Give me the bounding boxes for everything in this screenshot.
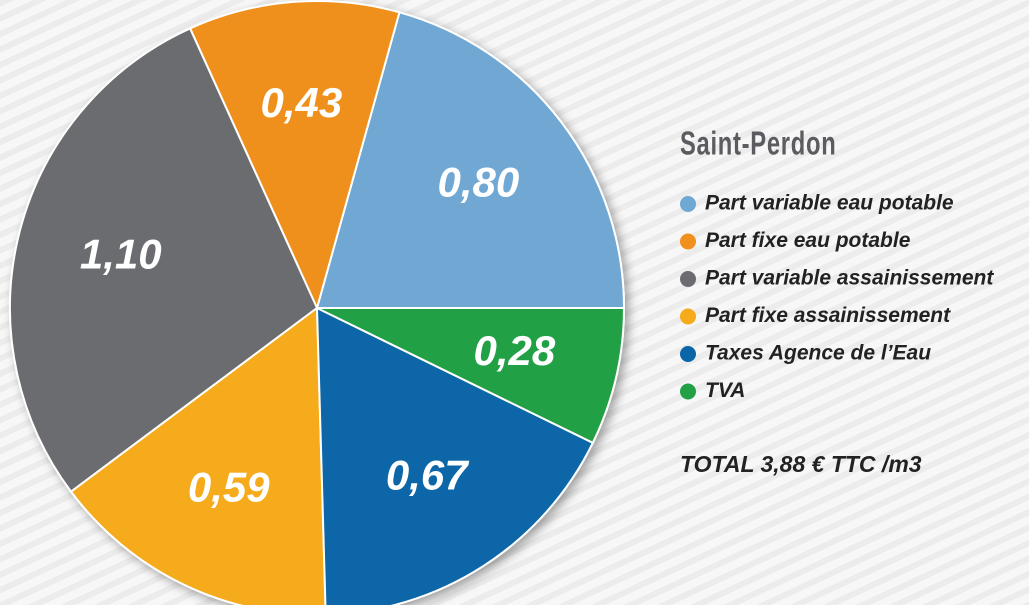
chart-title: Saint-Perdon: [680, 126, 836, 163]
pie-slice: [315, 306, 595, 605]
slice-labels: 0,80 0,43 1,10 0,59 0,67 0,28: [80, 79, 556, 510]
legend-label: Part variable assainissement: [705, 267, 994, 290]
pie-slice: [315, 11, 626, 309]
legend-label: Taxes Agence de l’Eau: [705, 342, 931, 365]
legend-label: Part fixe eau potable: [705, 229, 911, 252]
slice-label: 0,67: [386, 451, 469, 498]
slice-label: 0,59: [188, 463, 270, 510]
legend-swatch: [680, 271, 696, 287]
pie-slice: [188, 0, 401, 311]
legend-label: TVA: [705, 379, 745, 402]
legend-label: Part variable eau potable: [705, 192, 954, 215]
legend-swatch: [680, 233, 696, 250]
pie: [9, 0, 626, 605]
pie-slice: [69, 306, 327, 605]
pie-slice: [9, 27, 319, 494]
legend-swatch: [680, 196, 696, 212]
slice-label: 0,43: [261, 79, 343, 126]
slice-label: 0,28: [474, 327, 556, 374]
pie-slice: [316, 307, 626, 445]
legend-label: Part fixe assainissement: [705, 304, 951, 327]
slice-label: 1,10: [80, 231, 162, 278]
legend-swatch: [680, 383, 696, 400]
annotation: TOTAL 3,88 € TTC /m3: [680, 451, 922, 477]
legend: Part variable eau potable Part fixe eau p…: [680, 192, 994, 402]
legend-swatch: [680, 346, 696, 362]
legend-swatch: [680, 308, 696, 325]
slice-label: 0,80: [437, 159, 519, 206]
